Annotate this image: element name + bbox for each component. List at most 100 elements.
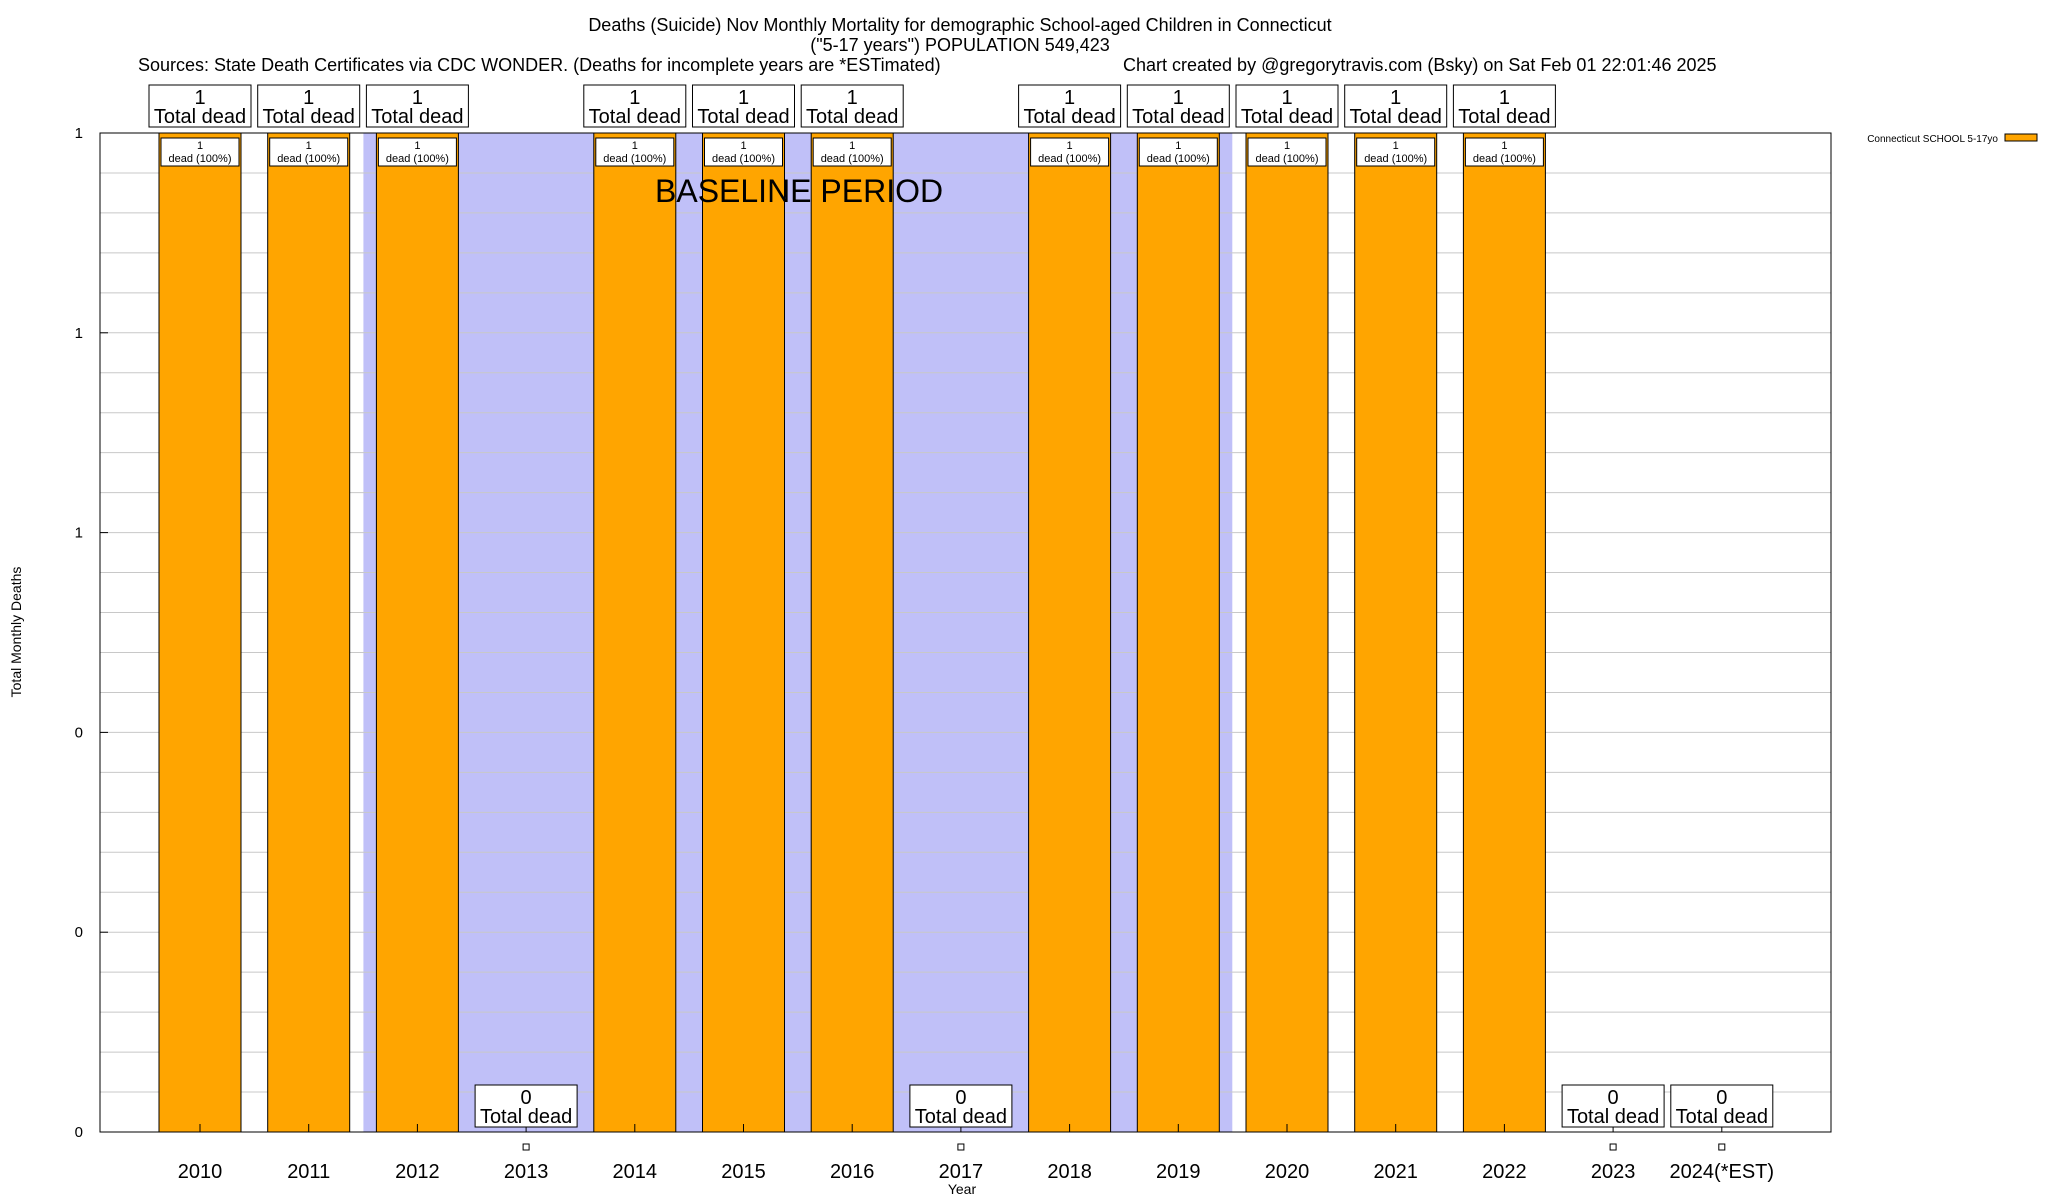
y-tick-label: 0	[75, 924, 83, 941]
total-label-value: 0	[521, 1087, 532, 1109]
segment-label-value: 1	[740, 140, 746, 152]
chart-title-line1: Deaths (Suicide) Nov Monthly Mortality f…	[588, 15, 1331, 35]
total-label-text: Total dead	[915, 1106, 1007, 1128]
total-label-box	[1018, 84, 1122, 128]
bars	[158, 132, 1546, 1133]
segment-label-box	[1138, 137, 1218, 167]
legend: Connecticut SCHOOL 5-17yo	[1867, 133, 2038, 145]
segment-label-box	[269, 137, 349, 167]
segment-label-text: dead (100%)	[821, 153, 884, 165]
total-label-text: Total dead	[154, 106, 246, 128]
total-label-box	[1235, 84, 1339, 128]
total-label-box	[1452, 84, 1556, 128]
total-label-text: Total dead	[1458, 106, 1550, 128]
total-label-text: Total dead	[1676, 1106, 1768, 1128]
segment-label-text: dead (100%)	[386, 153, 449, 165]
zero-marker	[1718, 1143, 1726, 1151]
total-label-value: 1	[738, 87, 749, 109]
total-label-box	[909, 1084, 1013, 1128]
total-label-box	[1670, 1084, 1774, 1128]
zero-marker	[1609, 1143, 1617, 1151]
total-label-text: Total dead	[263, 106, 355, 128]
segment-label-box	[1030, 137, 1110, 167]
x-tick-label: 2014	[613, 1161, 658, 1183]
segment-label-text: dead (100%)	[277, 153, 340, 165]
segment-label-value: 1	[849, 140, 855, 152]
total-label-box	[1344, 84, 1448, 128]
segment-label-box	[1247, 137, 1327, 167]
total-label-box	[365, 84, 469, 128]
total-label-text: Total dead	[806, 106, 898, 128]
segment-label-box	[812, 137, 892, 167]
segment-label-box	[704, 137, 783, 167]
bar-2020	[1245, 132, 1329, 1133]
total-label-text: Total dead	[697, 106, 789, 128]
bar-2012	[375, 132, 459, 1133]
segment-label-value: 1	[1393, 140, 1399, 152]
total-label-value: 1	[1281, 87, 1292, 109]
total-label-value: 1	[303, 87, 314, 109]
chart-credit: Chart created by @gregorytravis.com (Bsk…	[1123, 55, 1717, 75]
total-label-box	[583, 84, 687, 128]
segment-label-value: 1	[1067, 140, 1073, 152]
x-axis-ticks: 2010 2011 2012 2013 2014 2015 2016 2017 2018 2019…	[178, 1124, 1774, 1183]
total-label-text: Total dead	[1567, 1106, 1659, 1128]
segment-label-text: dead (100%)	[603, 153, 666, 165]
bar-2015	[702, 132, 785, 1133]
x-tick-label: 2018	[1047, 1161, 1092, 1183]
segment-label-text: dead (100%)	[1147, 153, 1210, 165]
bar-2016	[810, 132, 894, 1133]
segment-label-value: 1	[197, 140, 203, 152]
total-label-box	[148, 84, 252, 128]
total-label-value: 1	[1064, 87, 1075, 109]
total-label-text: Total dead	[480, 1106, 572, 1128]
chart-sources: Sources: State Death Certificates via CD…	[138, 55, 941, 75]
total-label-value: 0	[955, 1087, 966, 1109]
segment-label-value: 1	[1284, 140, 1290, 152]
baseline-label: BASELINE PERIOD	[655, 173, 943, 209]
legend-swatch	[2004, 133, 2038, 142]
chart-title-line2: ("5-17 years") POPULATION 549,423	[810, 35, 1110, 55]
total-label-text: Total dead	[1132, 106, 1224, 128]
x-tick-label: 2020	[1265, 1161, 1310, 1183]
total-label-text: Total dead	[1023, 106, 1115, 128]
plot-frame	[99, 132, 1832, 1133]
bar-2021	[1354, 132, 1438, 1133]
x-tick-label: 2021	[1373, 1161, 1418, 1183]
total-label-box	[1126, 84, 1230, 128]
total-label-value: 1	[629, 87, 640, 109]
x-tick-label: 2022	[1482, 1161, 1527, 1183]
y-axis-ticks: 0 0 0 1 1 1	[75, 125, 108, 1141]
y-tick-label: 0	[75, 1124, 83, 1141]
segment-label-text: dead (100%)	[712, 153, 775, 165]
segment-label-box	[1464, 137, 1544, 167]
total-label-value: 0	[1716, 1087, 1727, 1109]
total-label-box	[474, 1084, 578, 1128]
x-tick-label: 2017	[939, 1161, 984, 1183]
total-label-text: Total dead	[371, 106, 463, 128]
total-label-box	[800, 84, 904, 128]
x-tick-label: 2023	[1591, 1161, 1636, 1183]
bar-2018	[1028, 132, 1112, 1133]
